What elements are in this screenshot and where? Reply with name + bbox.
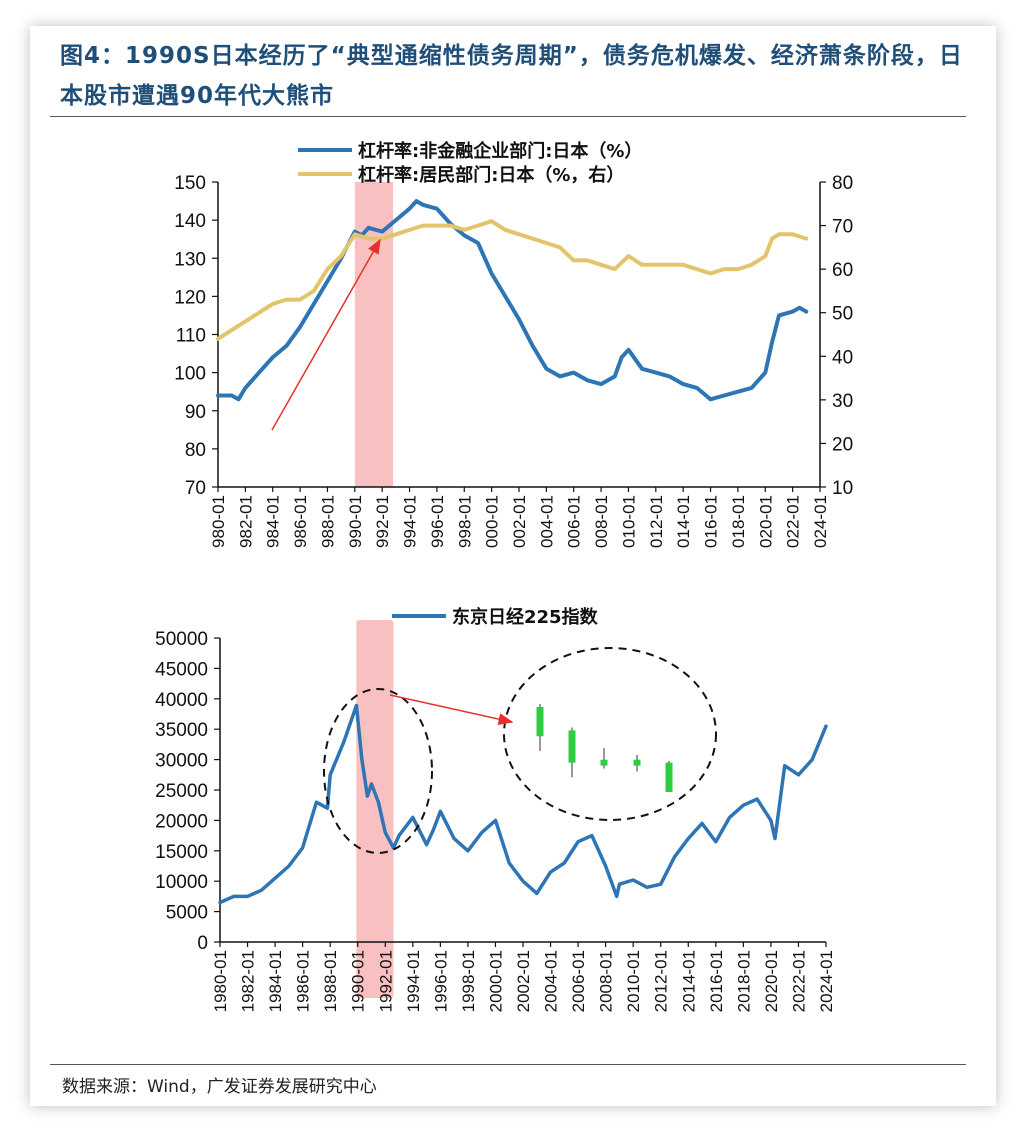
chart2-candle-body bbox=[568, 730, 576, 763]
chart2-x-tick-label: 1996-01 bbox=[431, 950, 450, 1012]
chart2-x-tick-label: 1986-01 bbox=[294, 950, 313, 1012]
chart2-x-tick-label: 1990-01 bbox=[349, 950, 368, 1012]
chart1-x-tick-label: 020-01 bbox=[756, 495, 775, 548]
chart1-right-tick-label: 40 bbox=[832, 347, 853, 368]
chart1-x-tick-label: 994-01 bbox=[401, 495, 420, 548]
chart1-series-household-leverage bbox=[216, 219, 809, 341]
chart2-x-tick-label: 2020-01 bbox=[762, 950, 781, 1012]
chart2-dashed-ellipse-large bbox=[503, 647, 717, 821]
chart2-left-tick-label: 20000 bbox=[155, 811, 208, 832]
chart1-right-tick-label: 60 bbox=[832, 260, 853, 281]
chart2-x-tick-label: 2018-01 bbox=[734, 950, 753, 1012]
chart1-left-tick-label: 70 bbox=[185, 478, 206, 499]
chart1-x-tick-label: 024-01 bbox=[811, 495, 830, 548]
chart1-x-tick-label: 022-01 bbox=[784, 495, 803, 548]
chart1-x-tick-label: 982-01 bbox=[236, 495, 255, 548]
chart2-x-tick-label: 1998-01 bbox=[459, 950, 478, 1012]
chart2-left-tick-label: 0 bbox=[197, 933, 208, 954]
chart2-series-nikkei225 bbox=[218, 703, 828, 905]
chart2-left-tick-label: 15000 bbox=[155, 842, 208, 863]
chart2-left-tick-label: 25000 bbox=[155, 781, 208, 802]
chart1-legend-label-household: 杠杆率:居民部门:日本（%，右） bbox=[358, 164, 624, 186]
chart1-x-tick-label: 002-01 bbox=[510, 495, 529, 548]
chart2-legend-label: 东京日经225指数 bbox=[452, 606, 599, 628]
chart2-x-tick-label: 2004-01 bbox=[542, 950, 561, 1012]
chart2-x-tick-label: 1994-01 bbox=[404, 950, 423, 1012]
chart1-right-tick-label: 50 bbox=[832, 304, 853, 325]
chart1-left-tick-label: 110 bbox=[176, 326, 206, 347]
chart1-left-tick-label: 90 bbox=[185, 402, 206, 423]
chart2-left-tick-label: 5000 bbox=[166, 903, 208, 924]
chart2-candle-body bbox=[665, 762, 673, 792]
chart2-dashed-ellipse-small bbox=[323, 688, 433, 854]
chart1-x-tick-label: 016-01 bbox=[702, 495, 721, 548]
chart1-x-tick-label: 998-01 bbox=[455, 495, 474, 548]
chart1-red-arrow bbox=[271, 238, 381, 431]
chart1-x-tick-label: 984-01 bbox=[264, 495, 283, 548]
chart2-left-tick-label: 40000 bbox=[155, 690, 208, 711]
chart2-highlight-band bbox=[356, 620, 394, 998]
chart1-x-tick-label: 010-01 bbox=[619, 495, 638, 548]
chart2-left-tick-label: 30000 bbox=[155, 751, 208, 772]
chart2-x-tick-label: 1982-01 bbox=[239, 950, 258, 1012]
chart2-x-tick-label: 2022-01 bbox=[789, 950, 808, 1012]
chart1-series-corporate-leverage bbox=[216, 199, 809, 402]
chart2-candle-body bbox=[536, 706, 544, 737]
figure-title: 图4：1990S日本经历了“典型通缩性债务周期”，债务危机爆发、经济萧条阶段，日… bbox=[60, 43, 963, 109]
chart1-x-tick-label: 012-01 bbox=[647, 495, 666, 548]
source-note: 数据来源：Wind，广发证券发展研究中心 bbox=[62, 1077, 377, 1097]
chart1-x-tick-label: 006-01 bbox=[565, 495, 584, 548]
chart2-x-tick-label: 1980-01 bbox=[211, 950, 230, 1012]
chart2-left-tick-label: 10000 bbox=[155, 872, 208, 893]
chart1-x-tick-label: 990-01 bbox=[346, 495, 365, 548]
chart1-left-tick-label: 80 bbox=[185, 440, 206, 461]
chart1-x-tick-label: 988-01 bbox=[318, 495, 337, 548]
chart1-left-tick-label: 130 bbox=[174, 249, 206, 270]
chart1-left-tick-label: 100 bbox=[174, 364, 206, 385]
chart2-left-tick-label: 50000 bbox=[155, 629, 208, 650]
chart2-x-tick-label: 2008-01 bbox=[597, 950, 616, 1012]
chart1-x-tick-label: 992-01 bbox=[373, 495, 392, 548]
figure-card: 图4：1990S日本经历了“典型通缩性债务周期”，债务危机爆发、经济萧条阶段，日… bbox=[30, 26, 996, 1106]
chart2-x-tick-label: 1992-01 bbox=[376, 950, 395, 1012]
chart2-x-tick-label: 2006-01 bbox=[569, 950, 588, 1012]
chart1-x-tick-label: 996-01 bbox=[428, 495, 447, 548]
chart2-x-tick-label: 2002-01 bbox=[514, 950, 533, 1012]
chart2-x-tick-label: 1984-01 bbox=[266, 950, 285, 1012]
chart1-x-tick-label: 008-01 bbox=[592, 495, 611, 548]
chart2-x-tick-label: 2012-01 bbox=[652, 950, 671, 1012]
chart2-x-tick-label: 2014-01 bbox=[679, 950, 698, 1012]
chart2-candle-body bbox=[633, 759, 641, 766]
bottom-divider bbox=[50, 1064, 966, 1065]
chart1-left-tick-label: 150 bbox=[174, 173, 206, 194]
chart2-x-tick-label: 2010-01 bbox=[624, 950, 643, 1012]
chart1-x-tick-label: 004-01 bbox=[537, 495, 556, 548]
top-divider bbox=[50, 116, 966, 117]
chart1-right-tick-label: 10 bbox=[832, 478, 853, 499]
chart1-legend-label-corporate: 杠杆率:非金融企业部门:日本（%） bbox=[358, 140, 642, 162]
chart1-left-tick-label: 140 bbox=[174, 211, 206, 232]
chart1-right-tick-label: 30 bbox=[832, 391, 853, 412]
chart1-right-tick-label: 20 bbox=[832, 434, 853, 455]
chart1-right-tick-label: 70 bbox=[832, 217, 853, 238]
chart1-x-tick-label: 980-01 bbox=[209, 495, 228, 548]
chart2-x-tick-label: 1988-01 bbox=[321, 950, 340, 1012]
chart1-x-tick-label: 986-01 bbox=[291, 495, 310, 548]
chart2-candle-body bbox=[600, 759, 608, 766]
chart1-x-tick-label: 014-01 bbox=[674, 495, 693, 548]
chart1-x-tick-label: 018-01 bbox=[729, 495, 748, 548]
chart1-highlight-band bbox=[354, 182, 394, 487]
chart1-x-tick-label: 000-01 bbox=[483, 495, 502, 548]
chart1-left-tick-label: 120 bbox=[174, 287, 206, 308]
chart1-right-tick-label: 80 bbox=[832, 173, 853, 194]
chart2-left-tick-label: 35000 bbox=[155, 720, 208, 741]
chart2-x-tick-label: 2000-01 bbox=[486, 950, 505, 1012]
chart2-left-tick-label: 45000 bbox=[155, 659, 208, 680]
chart2-x-tick-label: 2016-01 bbox=[707, 950, 726, 1012]
chart2-red-arrow bbox=[389, 694, 514, 725]
chart2-x-tick-label: 2024-01 bbox=[817, 950, 836, 1012]
